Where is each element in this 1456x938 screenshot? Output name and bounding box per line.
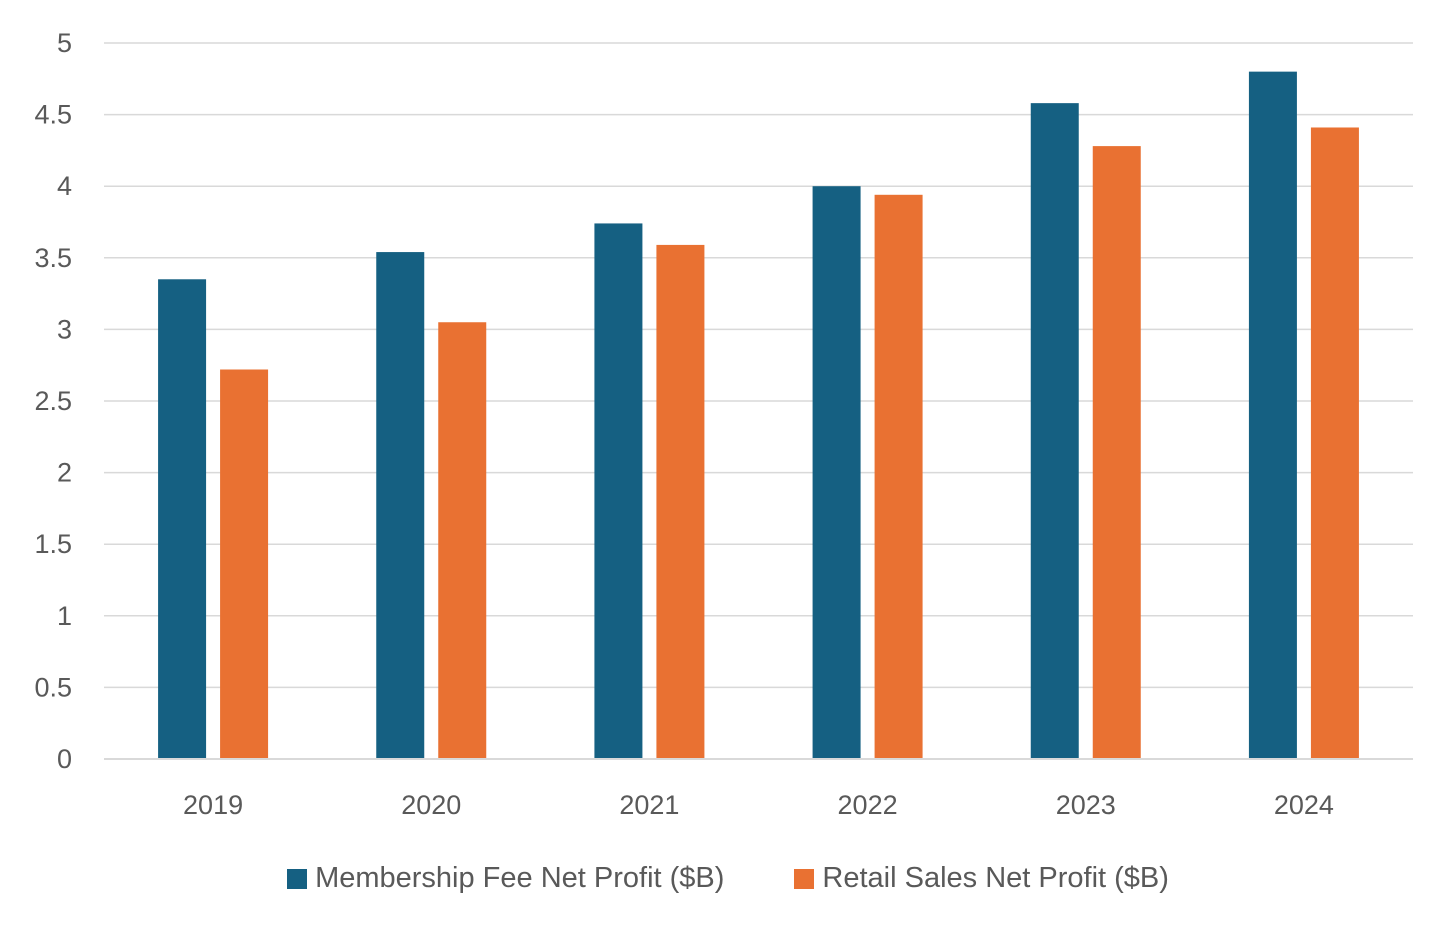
bar-retail-2024 bbox=[1310, 127, 1359, 760]
bar-membership-2019 bbox=[158, 279, 207, 759]
legend-label-membership: Membership Fee Net Profit ($B) bbox=[315, 862, 725, 894]
legend-item-membership: Membership Fee Net Profit ($B) bbox=[287, 862, 724, 895]
y-tick-label: 3.5 bbox=[34, 243, 72, 273]
y-tick-label: 1.5 bbox=[34, 529, 72, 559]
y-tick-label: 5 bbox=[57, 28, 72, 58]
y-tick-label: 4.5 bbox=[34, 100, 72, 130]
legend-swatch-membership bbox=[287, 868, 308, 889]
legend: Membership Fee Net Profit ($B) Retail Sa… bbox=[0, 862, 1456, 895]
legend-label-retail: Retail Sales Net Profit ($B) bbox=[822, 862, 1169, 894]
x-tick-label: 2021 bbox=[619, 790, 679, 820]
bar-retail-2019 bbox=[220, 369, 269, 759]
y-tick-label: 0.5 bbox=[34, 672, 72, 702]
y-tick-label: 4 bbox=[57, 171, 72, 201]
y-tick-label: 0 bbox=[57, 744, 72, 774]
x-tick-label: 2020 bbox=[401, 790, 461, 820]
x-tick-label: 2019 bbox=[183, 790, 243, 820]
bar-membership-2021 bbox=[594, 223, 643, 759]
bar-retail-2021 bbox=[656, 244, 705, 760]
bar-membership-2024 bbox=[1248, 71, 1297, 759]
bar-membership-2023 bbox=[1030, 103, 1079, 760]
x-tick-label: 2024 bbox=[1274, 790, 1334, 820]
x-tick-label: 2022 bbox=[838, 790, 898, 820]
legend-swatch-retail bbox=[794, 868, 815, 889]
y-tick-label: 3 bbox=[57, 314, 72, 344]
bar-membership-2022 bbox=[812, 186, 861, 759]
y-tick-label: 1 bbox=[57, 601, 72, 631]
x-tick-label: 2023 bbox=[1056, 790, 1116, 820]
y-tick-label: 2.5 bbox=[34, 386, 72, 416]
bar-retail-2020 bbox=[438, 322, 487, 759]
y-tick-label: 2 bbox=[57, 458, 72, 488]
legend-item-retail: Retail Sales Net Profit ($B) bbox=[794, 862, 1169, 895]
bar-membership-2020 bbox=[376, 252, 425, 759]
bar-retail-2022 bbox=[874, 194, 923, 760]
bar-retail-2023 bbox=[1092, 146, 1141, 759]
